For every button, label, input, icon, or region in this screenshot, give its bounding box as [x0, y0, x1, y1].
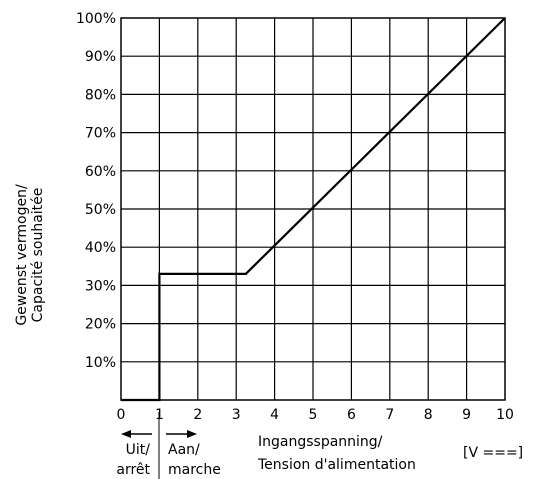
- y-tick-label: 50%: [85, 202, 116, 218]
- off-label-line-1: Uit/: [126, 442, 151, 458]
- y-tick-label: 100%: [76, 11, 116, 27]
- y-tick-labels: 10% 20% 30% 40% 50% 60% 70% 80% 90% 100%: [76, 11, 116, 371]
- y-tick-label: 70%: [85, 126, 116, 142]
- y-tick-label: 60%: [85, 164, 116, 180]
- y-tick-label: 40%: [85, 240, 116, 256]
- series-line: [121, 17, 506, 402]
- x-axis-unit: [V ===]: [463, 445, 523, 461]
- x-tick-label: 5: [309, 407, 318, 423]
- x-tick-label: 9: [462, 407, 471, 423]
- x-axis-title-line-2: Tension d'alimentation: [257, 457, 416, 473]
- x-tick-labels: 012345678910: [117, 407, 514, 423]
- off-on-annotation: Uit/ arrêt Aan/ marche: [116, 412, 221, 479]
- y-axis-title: Gewenst vermogen/ Capacité souhaitée: [14, 184, 46, 326]
- on-label-line-1: Aan/: [168, 442, 200, 458]
- x-tick-label: 2: [193, 407, 202, 423]
- x-tick-label: 10: [496, 407, 514, 423]
- x-tick-label: 4: [270, 407, 279, 423]
- y-tick-label: 30%: [85, 278, 116, 294]
- series-group: [121, 17, 506, 402]
- on-arrow-right-icon: [187, 430, 197, 438]
- y-tick-label: 10%: [85, 355, 116, 371]
- x-tick-label: 8: [424, 407, 433, 423]
- y-tick-label: 80%: [85, 87, 116, 103]
- y-tick-label: 20%: [85, 317, 116, 333]
- x-tick-label: 3: [232, 407, 241, 423]
- x-tick-label: 7: [385, 407, 394, 423]
- off-label-line-2: arrêt: [116, 462, 150, 478]
- y-axis-title-line-2: Capacité souhaitée: [30, 188, 46, 323]
- x-axis-title-line-1: Ingangsspanning/: [258, 434, 383, 450]
- y-tick-label: 90%: [85, 49, 116, 65]
- x-tick-label: 6: [347, 407, 356, 423]
- on-label-line-2: marche: [168, 462, 221, 478]
- off-arrow-left-icon: [121, 430, 131, 438]
- y-axis-title-line-1: Gewenst vermogen/: [14, 184, 30, 326]
- x-tick-label: 0: [117, 407, 126, 423]
- plot-frame: [120, 17, 506, 401]
- plot-border: [120, 17, 506, 401]
